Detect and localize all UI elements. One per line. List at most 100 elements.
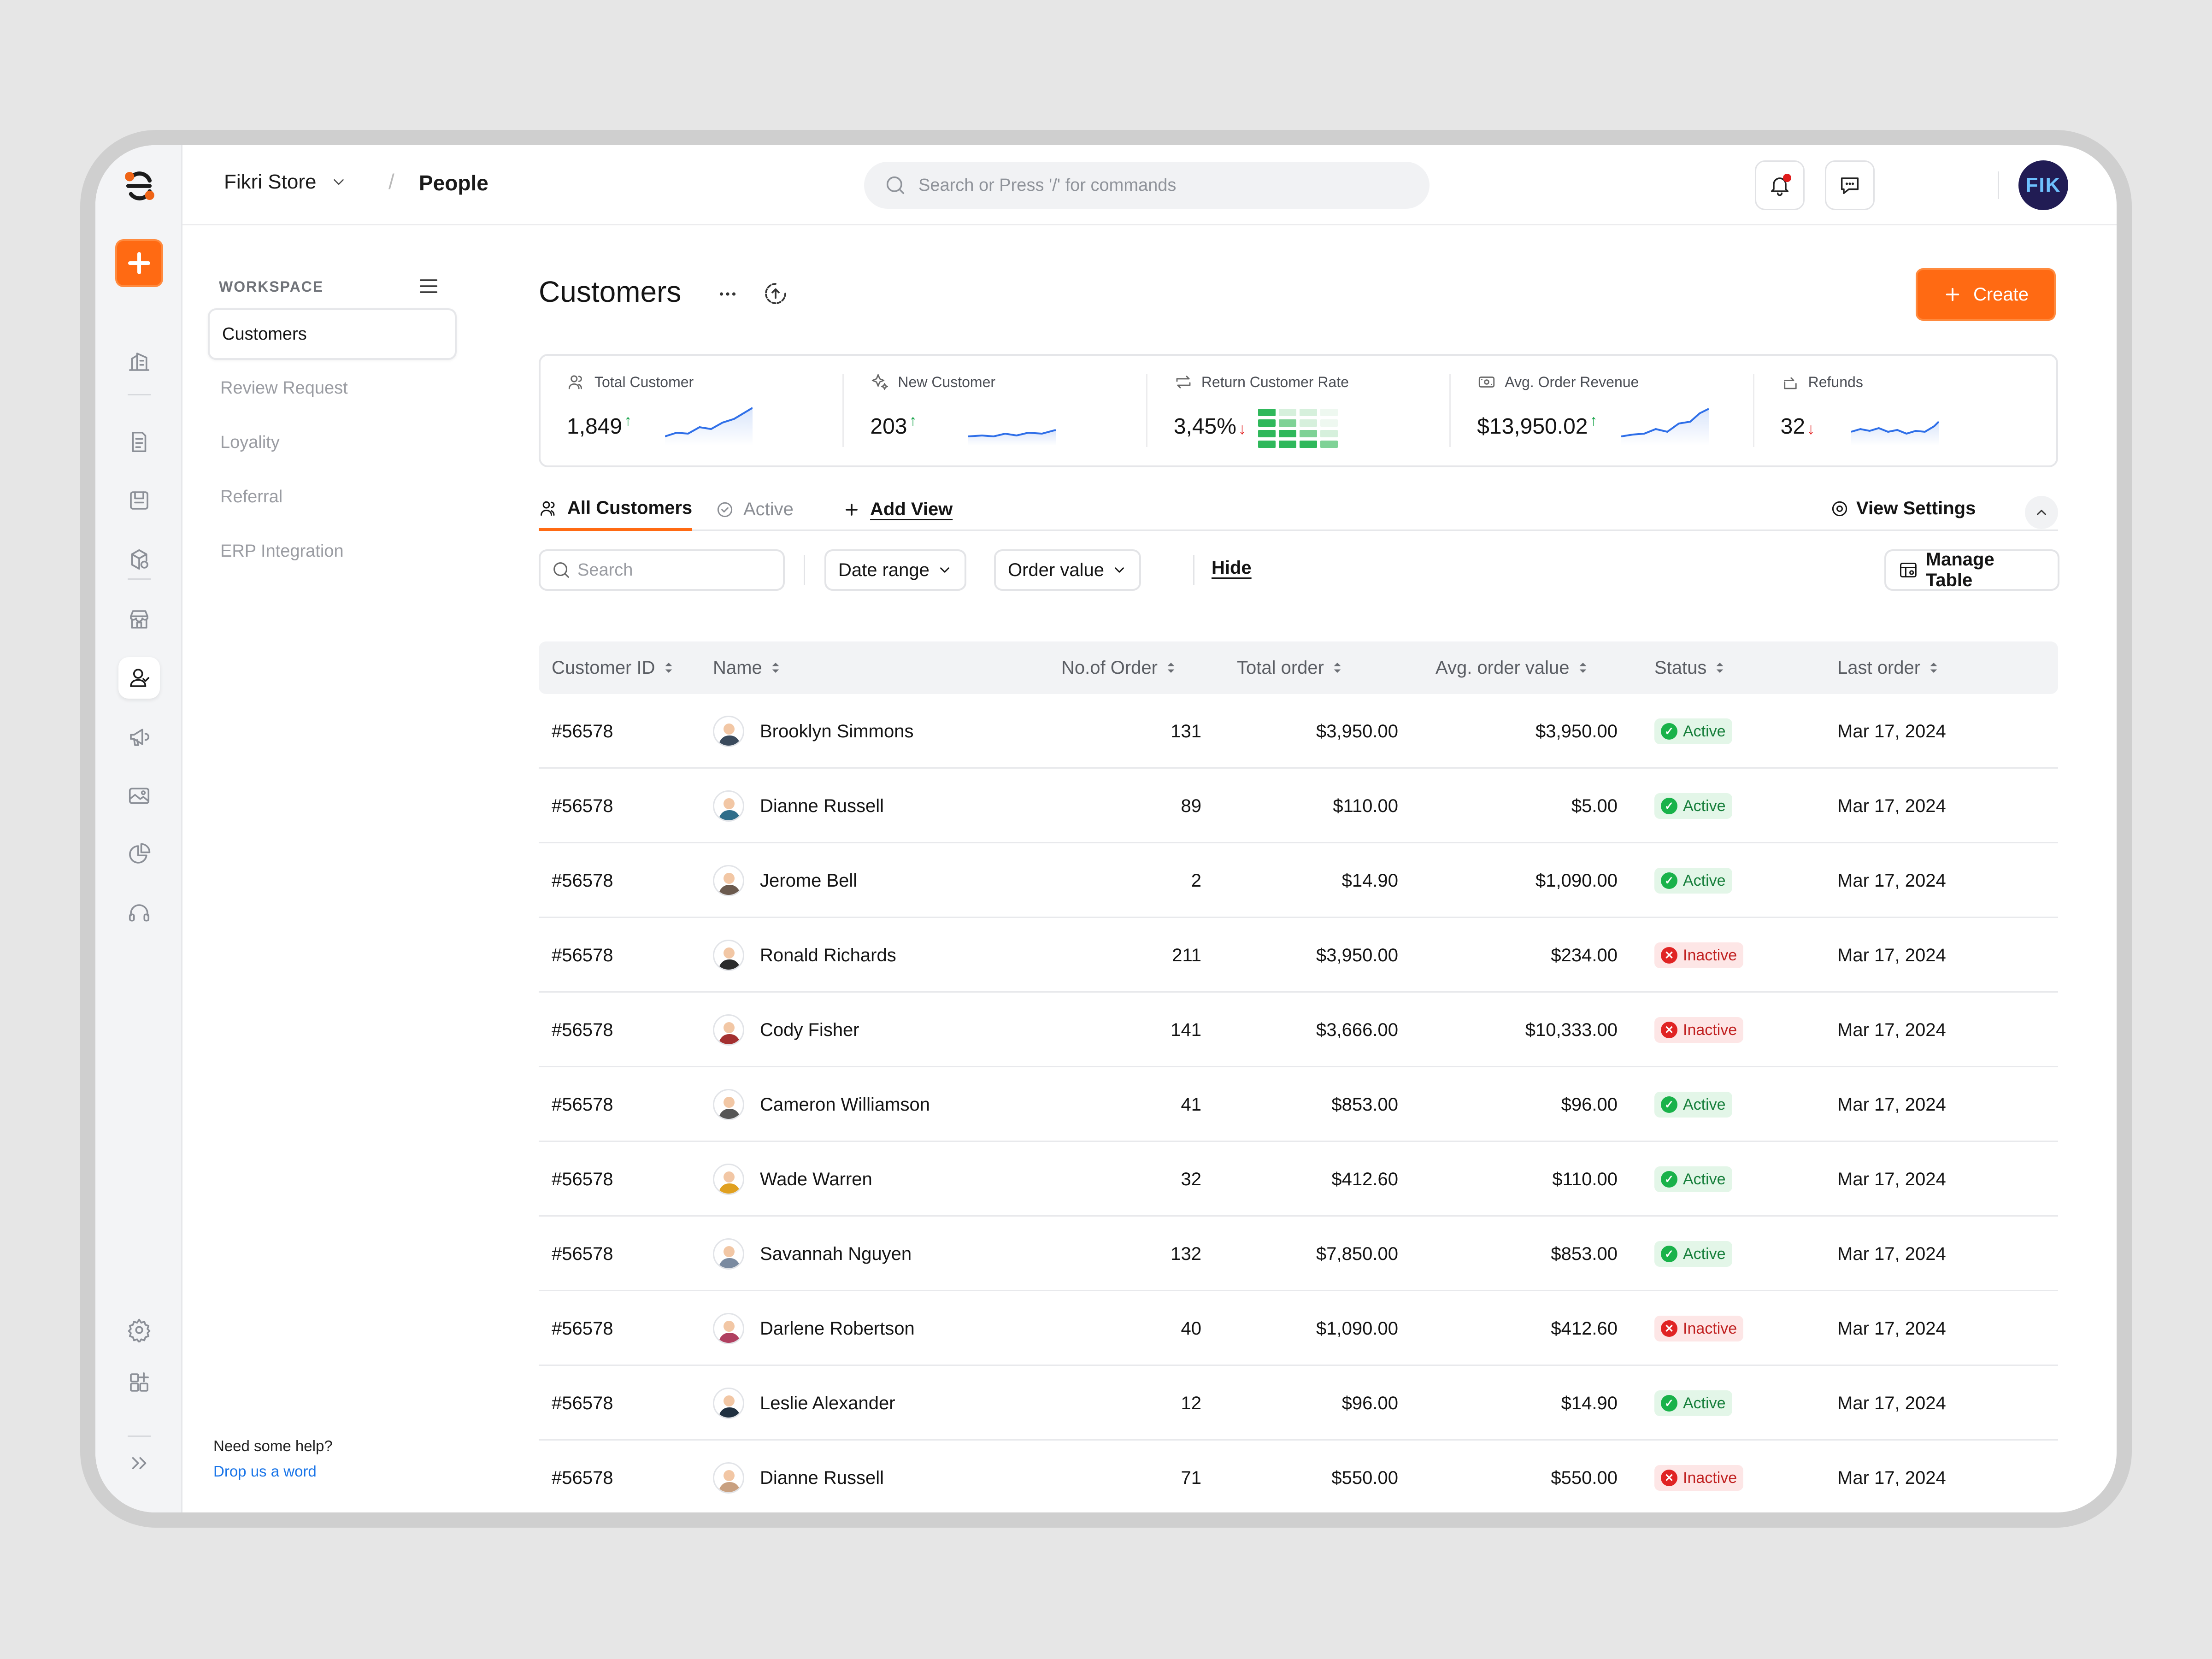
name-cell[interactable]: Cameron Williamson: [713, 1067, 930, 1142]
more-options-icon[interactable]: [715, 282, 740, 306]
table-row[interactable]: #56578 Brooklyn Simmons 131 $3,950.00 $3,950…: [539, 694, 2058, 769]
customer-name: Dianne Russell: [760, 795, 884, 816]
table-row[interactable]: #56578 Dianne Russell 71 $550.00 $550.00 ✕ Ina…: [539, 1441, 2058, 1512]
date-range-filter[interactable]: Date range: [824, 549, 966, 591]
orders-icon[interactable]: [118, 421, 160, 463]
table-search-input[interactable]: Search: [539, 549, 785, 591]
column-header-no-of-order[interactable]: No.of Order: [1061, 641, 1176, 694]
store-switcher[interactable]: Fikri Store: [224, 171, 347, 194]
name-cell[interactable]: Dianne Russell: [713, 1441, 884, 1512]
user-avatar[interactable]: FIK: [2018, 160, 2068, 210]
manage-table-button[interactable]: Manage Table: [1884, 549, 2059, 591]
tab-active[interactable]: Active: [715, 488, 794, 531]
sync-icon[interactable]: [763, 281, 788, 306]
support-icon[interactable]: [118, 893, 160, 934]
products-icon[interactable]: [118, 539, 160, 580]
name-cell[interactable]: Cody Fisher: [713, 993, 859, 1067]
column-header-status[interactable]: Status: [1654, 641, 1725, 694]
status-badge: ✓ Active: [1654, 1241, 1732, 1267]
name-cell[interactable]: Wade Warren: [713, 1142, 872, 1217]
view-settings-button[interactable]: View Settings: [1830, 498, 1976, 519]
customer-name: Ronald Richards: [760, 945, 896, 965]
command-search-input[interactable]: Search or Press '/' for commands: [864, 162, 1430, 209]
table-row[interactable]: #56578 Darlene Robertson 40 $1,090.00 $412.6…: [539, 1291, 2058, 1366]
status-label: Active: [1683, 797, 1726, 815]
hide-button[interactable]: Hide: [1212, 558, 1252, 578]
menu-icon[interactable]: [417, 274, 441, 298]
table-row[interactable]: #56578 Cody Fisher 141 $3,666.00 $10,333.00 ✕…: [539, 993, 2058, 1067]
messages-button[interactable]: [1825, 160, 1875, 210]
name-cell[interactable]: Ronald Richards: [713, 918, 896, 993]
stat-label: Avg. Order Revenue: [1505, 373, 1639, 390]
last-order-cell: Mar 17, 2024: [1837, 1318, 1946, 1339]
column-label: No.of Order: [1061, 657, 1158, 678]
order-value-filter[interactable]: Order value: [994, 549, 1141, 591]
customer-id-cell: #56578: [552, 1393, 613, 1413]
add-view-button[interactable]: Add View: [841, 488, 953, 531]
status-badge: ✓ Active: [1654, 868, 1732, 894]
marketing-icon[interactable]: [118, 716, 160, 758]
column-header-total-order[interactable]: Total order: [1237, 641, 1342, 694]
stat-value: $13,950.02: [1477, 414, 1588, 439]
sidebar-item-erp-integration[interactable]: ERP Integration: [220, 541, 344, 561]
sidebar-item-referral[interactable]: Referral: [220, 487, 283, 506]
tab-all-customers[interactable]: All Customers: [539, 488, 693, 531]
sidebar-item-customers[interactable]: Customers: [208, 308, 457, 360]
customer-id-cell: #56578: [552, 945, 613, 965]
total-order-cell: $550.00: [1331, 1467, 1398, 1488]
name-cell[interactable]: Savannah Nguyen: [713, 1217, 912, 1291]
chevron-up-icon: [2037, 510, 2046, 515]
table-row[interactable]: #56578 Jerome Bell 2 $14.90 $1,090.00 ✓ Active…: [539, 843, 2058, 918]
dashboard-icon[interactable]: [118, 341, 160, 382]
column-header-last-order[interactable]: Last order: [1837, 641, 1939, 694]
customer-id-cell: #56578: [552, 1318, 613, 1339]
avg-order-cell: $853.00: [1551, 1243, 1618, 1264]
media-icon[interactable]: [118, 775, 160, 817]
table-row[interactable]: #56578 Ronald Richards 211 $3,950.00 $234.00…: [539, 918, 2058, 993]
name-cell[interactable]: Leslie Alexander: [713, 1366, 895, 1441]
collapse-button[interactable]: [2025, 496, 2058, 529]
inventory-icon[interactable]: [118, 480, 160, 521]
customers-icon[interactable]: [118, 657, 160, 699]
quick-add-button[interactable]: [115, 239, 163, 287]
column-label: Avg. order value: [1435, 657, 1570, 678]
table-header: Customer ID Name No.of Order Total order…: [539, 641, 2058, 694]
breadcrumb-current[interactable]: People: [419, 171, 488, 195]
app-logo-icon[interactable]: [119, 166, 159, 206]
status-badge: ✓ Active: [1654, 793, 1732, 819]
create-button[interactable]: Create: [1916, 268, 2056, 321]
name-cell[interactable]: Darlene Robertson: [713, 1291, 915, 1366]
help-link[interactable]: Drop us a word: [213, 1463, 317, 1480]
store-icon[interactable]: [118, 599, 160, 640]
column-header-name[interactable]: Name: [713, 641, 781, 694]
analytics-icon[interactable]: [118, 834, 160, 875]
stat-label: Refunds: [1808, 373, 1863, 390]
name-cell[interactable]: Brooklyn Simmons: [713, 694, 913, 769]
sidebar-item-review-request[interactable]: Review Request: [220, 378, 348, 398]
apps-icon[interactable]: [118, 1362, 160, 1403]
settings-icon[interactable]: [118, 1309, 160, 1351]
table-row[interactable]: #56578 Savannah Nguyen 132 $7,850.00 $853.00…: [539, 1217, 2058, 1291]
customer-id-cell: #56578: [552, 795, 613, 816]
sidebar-item-loyality[interactable]: Loyality: [220, 432, 280, 452]
avg-order-cell: $96.00: [1561, 1094, 1618, 1115]
status-label: Inactive: [1683, 946, 1737, 964]
avatar: [713, 940, 744, 971]
topbar-divider: [1998, 171, 1999, 199]
avatar: [713, 1164, 744, 1195]
name-cell[interactable]: Dianne Russell: [713, 769, 884, 843]
table-row[interactable]: #56578 Leslie Alexander 12 $96.00 $14.90 ✓ Act…: [539, 1366, 2058, 1441]
table-row[interactable]: #56578 Cameron Williamson 41 $853.00 $96.00 ✓…: [539, 1067, 2058, 1142]
notifications-button[interactable]: [1755, 160, 1805, 210]
table-row[interactable]: #56578 Wade Warren 32 $412.60 $110.00 ✓ Active…: [539, 1142, 2058, 1217]
trend-up-icon: ↑: [1589, 412, 1598, 429]
customer-id-cell: #56578: [552, 1094, 613, 1115]
orders-cell: 40: [1181, 1318, 1202, 1339]
expand-sidebar-icon[interactable]: [118, 1442, 160, 1484]
table-row[interactable]: #56578 Dianne Russell 89 $110.00 $5.00 ✓ Activ…: [539, 769, 2058, 843]
name-cell[interactable]: Jerome Bell: [713, 843, 857, 918]
column-header-customer-id[interactable]: Customer ID: [552, 641, 674, 694]
column-header-avg-order-value[interactable]: Avg. order value: [1435, 641, 1588, 694]
status-cell: ✓ Active: [1654, 1366, 1732, 1441]
chat-icon: [1841, 177, 1859, 194]
